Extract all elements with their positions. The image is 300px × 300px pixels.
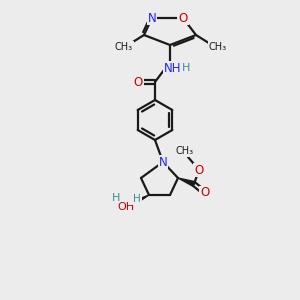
Polygon shape [178,178,195,186]
Text: H: H [112,193,120,203]
Text: CH₃: CH₃ [115,42,133,52]
Text: OH: OH [117,202,135,212]
Text: H: H [133,194,141,204]
Text: N: N [159,155,167,169]
Text: N: N [148,11,156,25]
Text: O: O [194,164,204,176]
Text: CH₃: CH₃ [176,146,194,156]
Polygon shape [127,195,149,208]
Text: O: O [119,200,129,212]
Text: O: O [134,76,142,88]
Text: CH₃: CH₃ [209,42,227,52]
Text: O: O [178,11,188,25]
Text: NH: NH [164,61,182,74]
Text: H: H [182,63,190,73]
Text: O: O [200,187,210,200]
